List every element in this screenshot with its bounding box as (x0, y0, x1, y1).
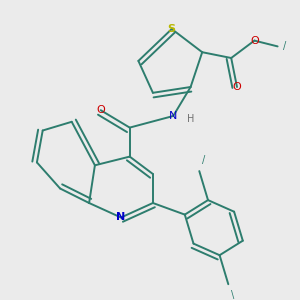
Text: N: N (116, 212, 126, 223)
Text: O: O (232, 82, 242, 92)
Text: /: / (283, 41, 286, 51)
Text: \: \ (231, 290, 235, 300)
Text: S: S (168, 24, 176, 34)
Text: H: H (187, 115, 194, 124)
Text: O: O (96, 105, 105, 115)
Text: N: N (169, 111, 177, 121)
Text: O: O (250, 36, 259, 46)
Text: /: / (202, 155, 206, 165)
